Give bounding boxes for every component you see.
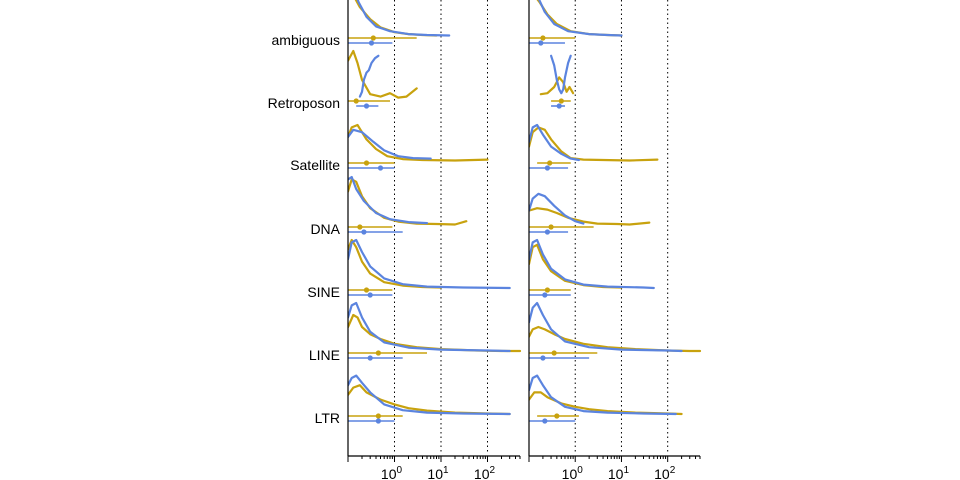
median-point-gold bbox=[370, 35, 376, 41]
density-line-gold bbox=[529, 207, 651, 226]
density-line-blue bbox=[356, 0, 451, 37]
density-line-blue bbox=[348, 238, 511, 290]
x-tick-label: 100 bbox=[562, 465, 584, 480]
density-line-gold bbox=[348, 123, 489, 162]
density-line-blue bbox=[529, 374, 677, 416]
density-line-blue bbox=[538, 0, 623, 37]
median-point-gold bbox=[357, 224, 363, 230]
median-point-gold bbox=[548, 224, 554, 230]
panel-1 bbox=[348, 0, 522, 452]
median-point-blue bbox=[542, 418, 548, 424]
density-line-blue bbox=[529, 238, 655, 290]
median-point-blue bbox=[367, 292, 373, 298]
density-line-gold bbox=[529, 391, 683, 416]
x-tick-label: 101 bbox=[608, 465, 630, 480]
density-line-blue bbox=[358, 54, 380, 98]
median-point-gold bbox=[375, 413, 381, 419]
median-point-gold bbox=[375, 350, 381, 356]
density-line-blue bbox=[348, 301, 511, 353]
median-point-gold bbox=[547, 160, 553, 166]
category-label: LTR bbox=[315, 410, 340, 426]
median-point-blue bbox=[377, 165, 384, 171]
category-label: Satellite bbox=[290, 157, 340, 173]
density-line-gold bbox=[348, 49, 418, 99]
median-point-blue bbox=[367, 355, 373, 361]
median-point-gold bbox=[551, 350, 557, 356]
median-point-blue bbox=[544, 229, 550, 235]
density-line-blue bbox=[529, 301, 683, 353]
median-point-blue bbox=[361, 229, 367, 235]
category-label: DNA bbox=[310, 221, 340, 237]
median-point-blue bbox=[375, 418, 381, 424]
median-point-gold bbox=[363, 160, 370, 166]
category-label: Retroposon bbox=[268, 95, 340, 111]
median-point-blue bbox=[368, 40, 375, 46]
median-point-blue bbox=[540, 355, 546, 361]
median-point-blue bbox=[542, 292, 548, 298]
density-line-blue bbox=[550, 54, 572, 95]
median-point-blue bbox=[544, 165, 550, 171]
category-label: SINE bbox=[307, 284, 340, 300]
density-line-gold bbox=[348, 384, 511, 416]
median-point-gold bbox=[554, 413, 560, 419]
density-line-blue bbox=[348, 128, 432, 160]
median-point-gold bbox=[558, 98, 564, 104]
x-tick-label: 100 bbox=[381, 465, 403, 480]
median-point-gold bbox=[353, 98, 359, 104]
density-line-blue bbox=[348, 175, 429, 225]
x-tick-label: 102 bbox=[654, 465, 676, 480]
category-label: LINE bbox=[309, 347, 340, 363]
x-tick-label: 102 bbox=[474, 465, 496, 480]
category-label: ambiguous bbox=[272, 32, 341, 48]
density-line-gold bbox=[529, 126, 659, 162]
panel-2 bbox=[529, 0, 702, 452]
median-point-gold bbox=[363, 287, 370, 293]
median-point-blue bbox=[538, 40, 544, 46]
median-point-blue bbox=[363, 103, 370, 109]
density-line-blue bbox=[348, 374, 511, 416]
density-line-blue bbox=[529, 192, 585, 225]
x-tick-label: 101 bbox=[427, 465, 449, 480]
median-point-blue bbox=[556, 103, 562, 109]
median-point-gold bbox=[544, 287, 550, 293]
density-line-gold bbox=[348, 313, 522, 353]
density-line-gold bbox=[529, 325, 702, 353]
median-point-gold bbox=[540, 35, 546, 41]
density-line-gold bbox=[539, 76, 575, 96]
density-line-blue bbox=[529, 123, 580, 162]
